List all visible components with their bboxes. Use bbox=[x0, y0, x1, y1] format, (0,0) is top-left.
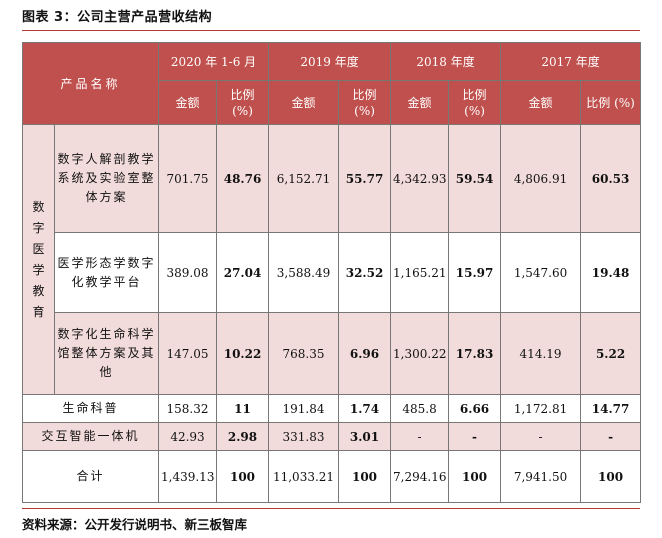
amount-cell: 147.05 bbox=[158, 312, 218, 395]
revenue-structure-table: 产品名称 2020 年 1-6 月 2019 年度 2018 年度 2017 年… bbox=[21, 42, 642, 503]
amount-cell: 7,941.50 bbox=[500, 450, 582, 503]
header-ratio: 比例 (%) bbox=[338, 80, 392, 125]
ratio-cell: - bbox=[448, 422, 502, 451]
ratio-cell: 6.66 bbox=[448, 394, 502, 423]
product-name: 数字人解剖教学系统及实验室整体方案 bbox=[53, 124, 160, 233]
ratio-cell: 3.01 bbox=[338, 422, 392, 451]
amount-cell: 485.8 bbox=[390, 394, 450, 423]
table-row: 交互智能一体机 42.93 2.98 331.83 3.01 - - - - bbox=[21, 422, 642, 451]
header-amount: 金额 bbox=[390, 80, 450, 125]
ratio-cell: 32.52 bbox=[338, 232, 392, 313]
header-row-periods: 产品名称 2020 年 1-6 月 2019 年度 2018 年度 2017 年… bbox=[21, 42, 642, 125]
amount-cell: 3,588.49 bbox=[268, 232, 340, 313]
ratio-cell: 17.83 bbox=[448, 312, 502, 395]
ratio-cell: 100 bbox=[338, 450, 392, 503]
amount-cell: - bbox=[500, 422, 582, 451]
table-row-total: 合计 1,439.13 100 11,033.21 100 7,294.16 1… bbox=[21, 450, 642, 503]
amount-cell: 191.84 bbox=[268, 394, 340, 423]
ratio-cell: 6.96 bbox=[338, 312, 392, 395]
top-divider bbox=[22, 30, 640, 31]
category-cell: 数字医学教育 bbox=[22, 124, 55, 395]
header-ratio: 比例 (%) bbox=[448, 80, 502, 125]
ratio-cell: 100 bbox=[216, 450, 270, 503]
header-period: 2020 年 1-6 月 bbox=[158, 42, 270, 81]
amount-cell: 389.08 bbox=[158, 232, 218, 313]
product-name: 医学形态学数字化教学平台 bbox=[53, 232, 160, 313]
ratio-cell: - bbox=[580, 422, 642, 451]
source-note: 资料来源：公开发行说明书、新三板智库 bbox=[22, 517, 248, 532]
amount-cell: 42.93 bbox=[158, 422, 218, 451]
product-name: 数字化生命科学馆整体方案及其他 bbox=[53, 312, 160, 395]
product-name: 交互智能一体机 bbox=[21, 422, 160, 451]
ratio-cell: 2.98 bbox=[216, 422, 270, 451]
header-ratio: 比例 (%) bbox=[216, 80, 270, 125]
amount-cell: 1,172.81 bbox=[500, 394, 582, 423]
amount-cell: 1,547.60 bbox=[500, 232, 582, 313]
header-amount: 金额 bbox=[158, 80, 218, 125]
amount-cell: 331.83 bbox=[268, 422, 340, 451]
ratio-cell: 100 bbox=[580, 450, 642, 503]
amount-cell: 6,152.71 bbox=[268, 124, 340, 233]
ratio-cell: 11 bbox=[216, 394, 270, 423]
amount-cell: 4,806.91 bbox=[500, 124, 582, 233]
ratio-cell: 14.77 bbox=[580, 394, 642, 423]
category-label: 数字医学教育 bbox=[32, 199, 45, 319]
product-name: 合计 bbox=[21, 450, 160, 503]
header-row-metrics: 金额 比例 (%) 金额 比例 (%) 金额 比例 (%) 金额 比例 (%) bbox=[23, 80, 642, 125]
amount-cell: 7,294.16 bbox=[390, 450, 450, 503]
ratio-cell: 100 bbox=[448, 450, 502, 503]
amount-cell: 1,165.21 bbox=[390, 232, 450, 313]
table-row: 数字医学教育 数字人解剖教学系统及实验室整体方案 701.75 48.76 6,… bbox=[22, 124, 642, 395]
amount-cell: 158.32 bbox=[158, 394, 218, 423]
header-ratio: 比例 (%) bbox=[580, 80, 642, 125]
amount-cell: 768.35 bbox=[268, 312, 340, 395]
amount-cell: 1,300.22 bbox=[390, 312, 450, 395]
header-period: 2019 年度 bbox=[268, 42, 392, 81]
bottom-divider bbox=[22, 508, 640, 509]
header-amount: 金额 bbox=[268, 80, 340, 125]
header-product-name: 产品名称 bbox=[21, 42, 160, 125]
ratio-cell: 59.54 bbox=[448, 124, 502, 233]
ratio-cell: 15.97 bbox=[448, 232, 502, 313]
amount-cell: 11,033.21 bbox=[268, 450, 340, 503]
product-name: 生命科普 bbox=[21, 394, 160, 423]
ratio-cell: 27.04 bbox=[216, 232, 270, 313]
amount-cell: 1,439.13 bbox=[158, 450, 218, 503]
ratio-cell: 55.77 bbox=[338, 124, 392, 233]
table-row: 医学形态学数字化教学平台 389.08 27.04 3,588.49 32.52… bbox=[23, 232, 642, 313]
ratio-cell: 10.22 bbox=[216, 312, 270, 395]
amount-cell: 414.19 bbox=[500, 312, 582, 395]
header-period: 2018 年度 bbox=[390, 42, 502, 81]
ratio-cell: 19.48 bbox=[580, 232, 642, 313]
ratio-cell: 48.76 bbox=[216, 124, 270, 233]
header-period: 2017 年度 bbox=[500, 42, 642, 81]
ratio-cell: 60.53 bbox=[580, 124, 642, 233]
header-amount: 金额 bbox=[500, 80, 582, 125]
amount-cell: 701.75 bbox=[158, 124, 218, 233]
amount-cell: 4,342.93 bbox=[390, 124, 450, 233]
ratio-cell: 1.74 bbox=[338, 394, 392, 423]
ratio-cell: 5.22 bbox=[580, 312, 642, 395]
table-row: 生命科普 158.32 11 191.84 1.74 485.8 6.66 1,… bbox=[21, 394, 642, 423]
table-row: 数字化生命科学馆整体方案及其他 147.05 10.22 768.35 6.96… bbox=[23, 312, 642, 395]
amount-cell: - bbox=[390, 422, 450, 451]
figure-title: 图表 3：公司主营产品营收结构 bbox=[22, 10, 213, 25]
